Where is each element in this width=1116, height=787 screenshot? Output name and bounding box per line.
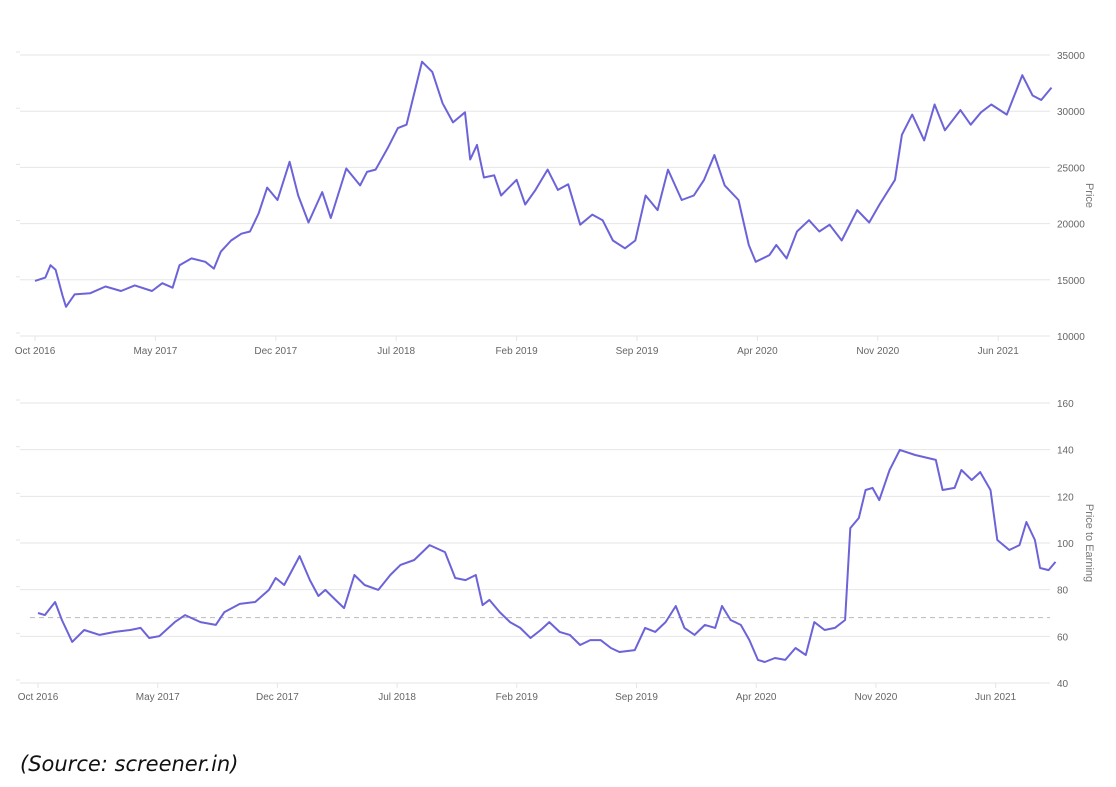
price-chart: 10000 15000 20000 25000 30000 35000 Oct 2016 Ma… bbox=[15, 51, 1095, 357]
y-axis-title: Price to Earning bbox=[1083, 504, 1095, 582]
x-tick-label: May 2017 bbox=[136, 692, 180, 703]
pe-chart: 40 60 80 100 120 140 160 Oct 2016 May 2017 Dec 20… bbox=[16, 399, 1095, 703]
x-tick-label: Feb 2019 bbox=[496, 692, 539, 703]
x-tick-label: Jul 2018 bbox=[378, 692, 416, 703]
price-series-line bbox=[34, 60, 1053, 308]
x-tick-label: Apr 2020 bbox=[737, 346, 778, 357]
y-tick-label: 40 bbox=[1057, 679, 1069, 690]
y-tick-label: 80 bbox=[1057, 586, 1069, 597]
y-tick-label: 60 bbox=[1057, 632, 1069, 643]
y-tick-label: 25000 bbox=[1057, 163, 1085, 174]
x-tick-label: Dec 2017 bbox=[254, 346, 297, 357]
x-tick-label: Jul 2018 bbox=[377, 346, 415, 357]
y-tick-label: 120 bbox=[1057, 492, 1074, 503]
x-tick-label: Oct 2016 bbox=[18, 692, 59, 703]
x-tick-label: Sep 2019 bbox=[615, 692, 658, 703]
charts: 10000 15000 20000 25000 30000 35000 Oct 2016 Ma… bbox=[15, 51, 1095, 703]
x-tick-label: May 2017 bbox=[133, 346, 177, 357]
y-tick-label: 30000 bbox=[1057, 107, 1085, 118]
y-tick-label: 160 bbox=[1057, 399, 1074, 410]
y-tick-label: 15000 bbox=[1057, 276, 1085, 287]
y-axis-title: Price bbox=[1083, 183, 1095, 208]
x-tick-label: Dec 2017 bbox=[256, 692, 299, 703]
pe-series-line bbox=[37, 448, 1057, 663]
x-tick-label: Oct 2016 bbox=[15, 346, 56, 357]
x-tick-label: Nov 2020 bbox=[854, 692, 897, 703]
y-tick-label: 35000 bbox=[1057, 51, 1085, 62]
x-tick-label: Apr 2020 bbox=[736, 692, 777, 703]
y-tick-label: 140 bbox=[1057, 446, 1074, 457]
y-tick-label: 100 bbox=[1057, 539, 1074, 550]
x-tick-label: Jun 2021 bbox=[978, 346, 1020, 357]
y-tick-label: 20000 bbox=[1057, 220, 1085, 231]
source-caption: (Source: screener.in) bbox=[20, 752, 239, 776]
x-tick-label: Sep 2019 bbox=[616, 346, 659, 357]
x-tick-label: Nov 2020 bbox=[856, 346, 899, 357]
x-tick-label: Jun 2021 bbox=[975, 692, 1017, 703]
x-tick-label: Feb 2019 bbox=[495, 346, 538, 357]
y-tick-label: 10000 bbox=[1057, 332, 1085, 343]
